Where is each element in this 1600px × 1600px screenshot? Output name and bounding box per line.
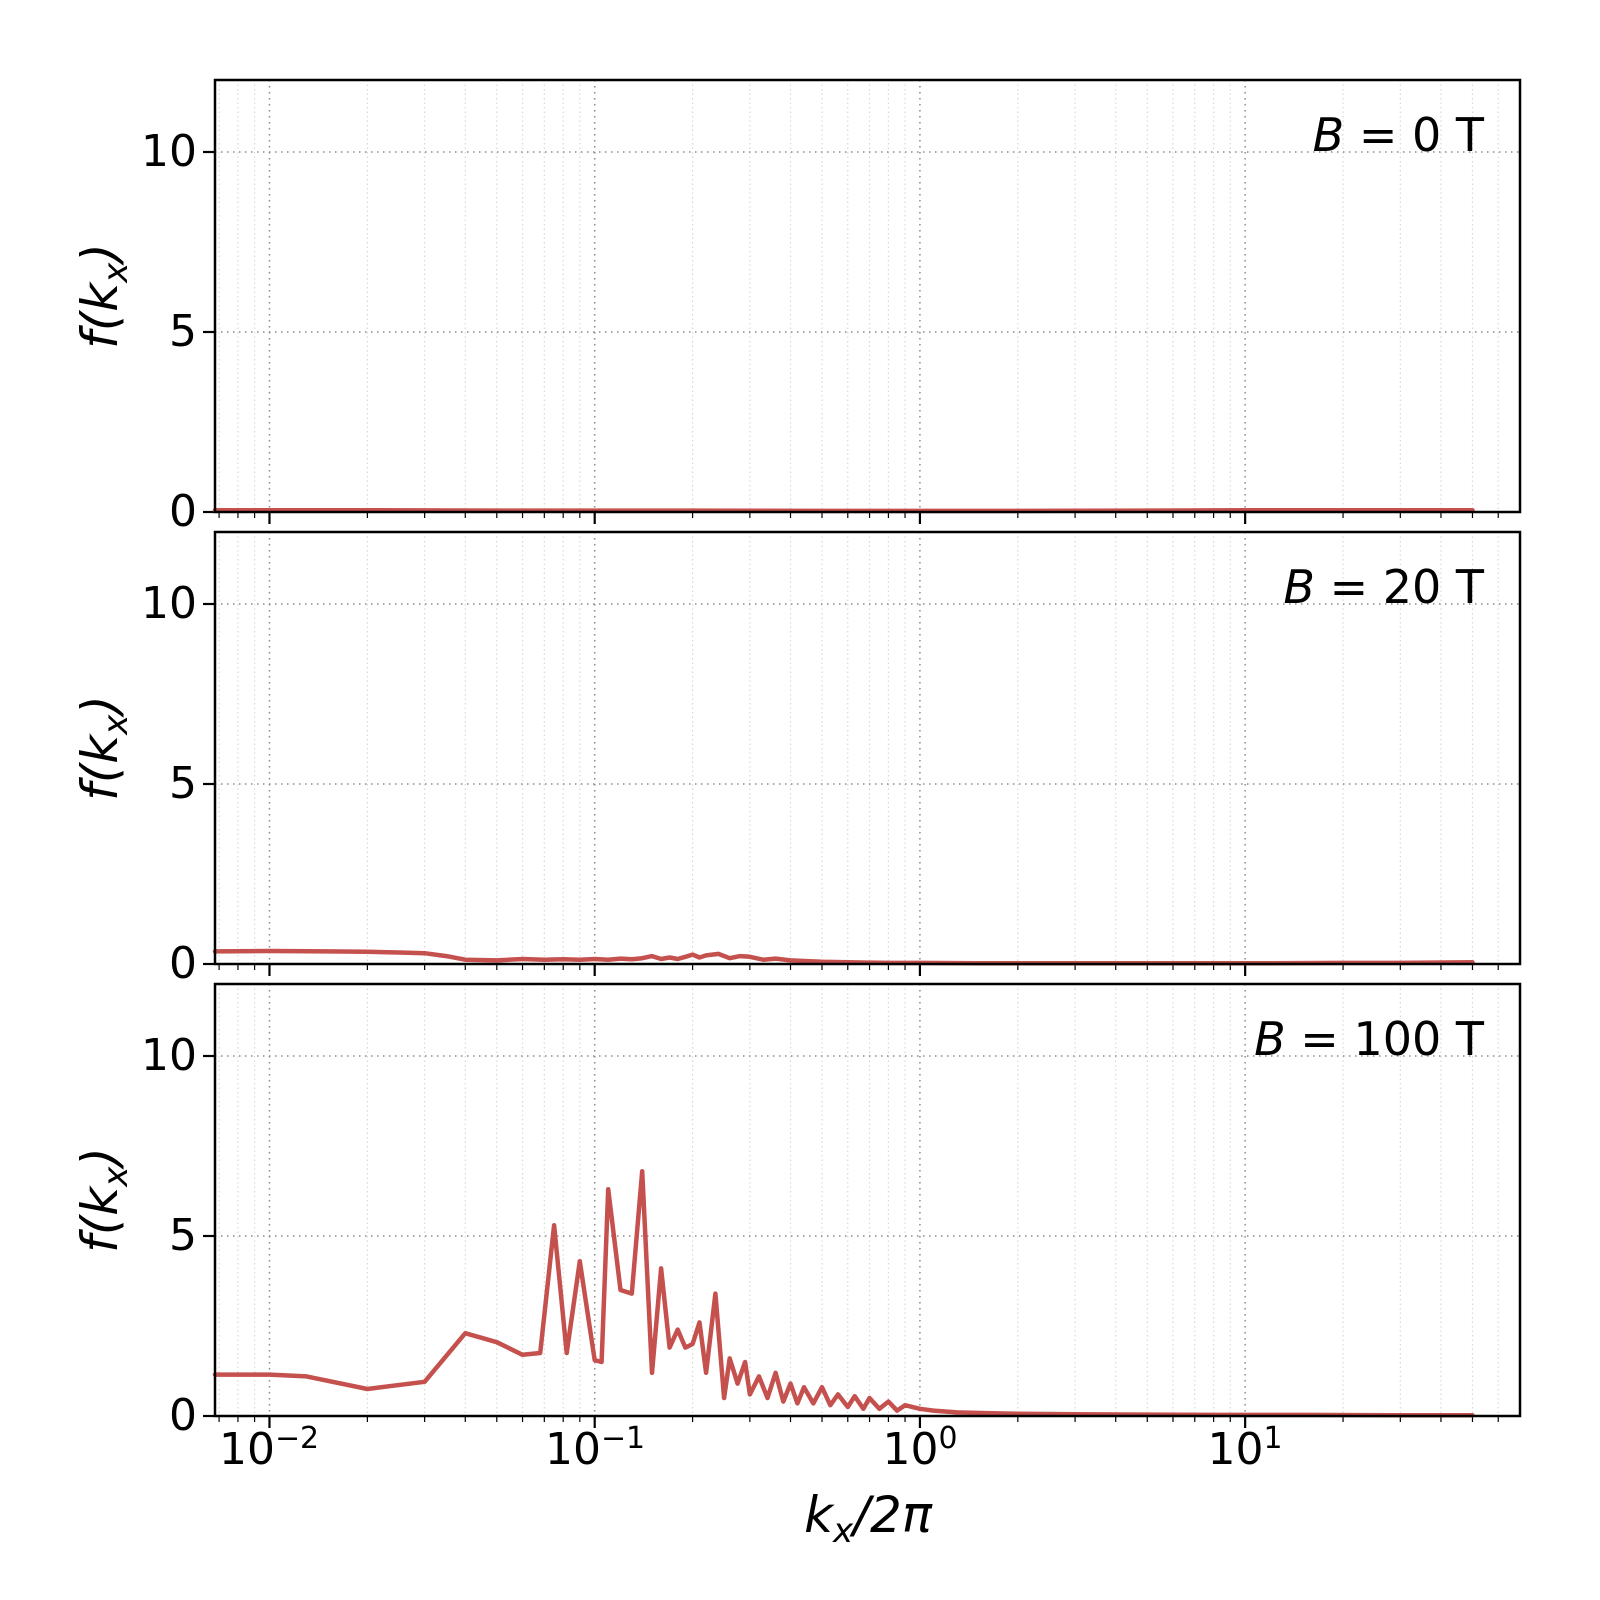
grid-minor xyxy=(218,80,1499,512)
y-axis-label-sub: x xyxy=(95,714,136,735)
annotation-value: = 100 T xyxy=(1285,1012,1484,1066)
data-line xyxy=(212,1168,1475,1418)
x-tick-base: 10 xyxy=(882,1424,939,1475)
data-line xyxy=(212,948,1475,966)
grid-major xyxy=(215,532,1520,964)
axes-box xyxy=(213,78,1522,514)
y-axis-label-close: ) xyxy=(71,243,129,263)
y-tick-label: 10 xyxy=(141,1030,197,1081)
x-axis-label-close: /2π xyxy=(853,1486,932,1544)
y-axis-label-sub: x xyxy=(95,1166,136,1187)
y-tick-label: 5 xyxy=(169,1210,197,1261)
x-tick-exponent: 0 xyxy=(938,1420,958,1456)
x-tick-label: 101 xyxy=(1207,1423,1282,1472)
annotation-symbol: B xyxy=(1283,560,1315,614)
y-tick-label: 10 xyxy=(141,578,197,629)
y-tick-label: 5 xyxy=(169,306,197,357)
plot-area-b20 xyxy=(203,530,1522,976)
y-axis-label: f(kx) xyxy=(71,695,136,801)
panel-annotation-b20: B = 20 T xyxy=(1283,560,1484,614)
y-axis-label-text: f(k xyxy=(71,734,129,801)
x-tick-base: 10 xyxy=(544,1424,601,1475)
x-tick-label: 100 xyxy=(882,1423,957,1472)
y-tick-label: 5 xyxy=(169,758,197,809)
y-tick-label: 0 xyxy=(169,1390,197,1441)
panel-b0: 10 5 0 B = 0 T xyxy=(141,78,1522,534)
annotation-value: = 20 T xyxy=(1314,560,1484,614)
y-axis-label-close: ) xyxy=(71,1147,129,1167)
y-tick-label: 0 xyxy=(169,938,197,989)
y-axis-label-sub: x xyxy=(95,262,136,283)
y-axis-label: f(kx) xyxy=(71,1147,136,1253)
panel-b20: 10 5 0 B = 20 T xyxy=(141,530,1522,986)
y-axis-label-text: f(k xyxy=(71,282,129,349)
grid-major xyxy=(215,80,1520,512)
plot-area-b100 xyxy=(203,982,1522,1428)
x-axis-label-sub: x xyxy=(833,1510,854,1551)
x-tick-exponent: −1 xyxy=(600,1420,646,1456)
x-tick-exponent: −2 xyxy=(274,1420,320,1456)
y-tick-label: 0 xyxy=(169,486,197,537)
y-axis-label: f(kx) xyxy=(71,243,136,349)
plot-area-b0 xyxy=(203,78,1522,524)
panel-annotation-b100: B = 100 T xyxy=(1254,1012,1484,1066)
x-axis-label: kx/2π xyxy=(804,1486,932,1551)
axes-box xyxy=(213,982,1522,1418)
y-axis-label-close: ) xyxy=(71,695,129,715)
panel-annotation-b0: B = 0 T xyxy=(1313,108,1484,162)
y-axis-label-text: f(k xyxy=(71,1186,129,1253)
annotation-symbol: B xyxy=(1312,108,1345,162)
x-tick-exponent: 1 xyxy=(1263,1420,1283,1456)
axis-ticks xyxy=(203,1054,1499,1428)
grid-major xyxy=(215,984,1520,1416)
axes-box xyxy=(213,530,1522,966)
axis-ticks xyxy=(203,150,1499,524)
axis-ticks xyxy=(203,602,1499,976)
x-tick-label: 10−2 xyxy=(219,1423,319,1472)
x-tick-label: 10−1 xyxy=(545,1423,645,1472)
x-axis-label-text: k xyxy=(804,1486,834,1544)
x-tick-base: 10 xyxy=(1207,1424,1264,1475)
annotation-symbol: B xyxy=(1254,1012,1286,1066)
y-tick-label: 10 xyxy=(141,126,197,177)
annotation-value: = 0 T xyxy=(1344,108,1484,162)
panel-b100: 10 5 0 B = 100 T xyxy=(141,982,1522,1438)
x-tick-base: 10 xyxy=(218,1424,275,1475)
